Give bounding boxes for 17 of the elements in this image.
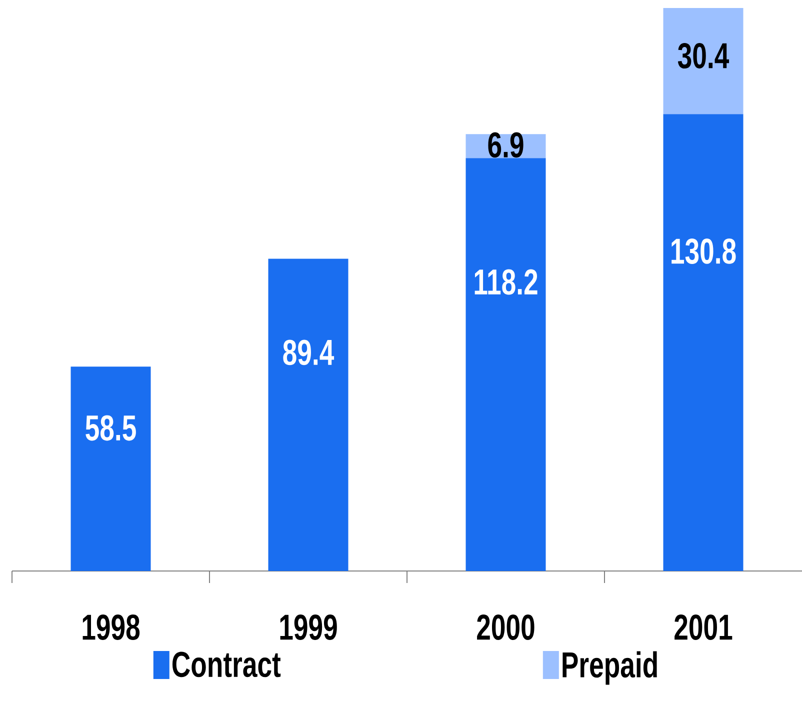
legend-label: Contract [172, 652, 281, 678]
legend-label: Prepaid [562, 651, 657, 685]
bar [663, 8, 744, 114]
x-tick-label: 1998 [82, 614, 140, 640]
bar [466, 158, 546, 571]
data-label: 58.5 [86, 415, 136, 441]
x-tick-label: 2001 [674, 614, 732, 640]
x-tick-label: 1999 [280, 614, 337, 640]
bar [268, 258, 348, 571]
x-tick-label: 2000 [477, 614, 534, 640]
bar [663, 114, 744, 571]
data-label: 89.4 [283, 340, 334, 366]
bar [70, 366, 151, 571]
data-label: 6.9 [488, 132, 524, 158]
data-label: 30.4 [678, 43, 730, 69]
data-label: 130.8 [672, 238, 736, 264]
data-label: 118.2 [474, 269, 538, 295]
